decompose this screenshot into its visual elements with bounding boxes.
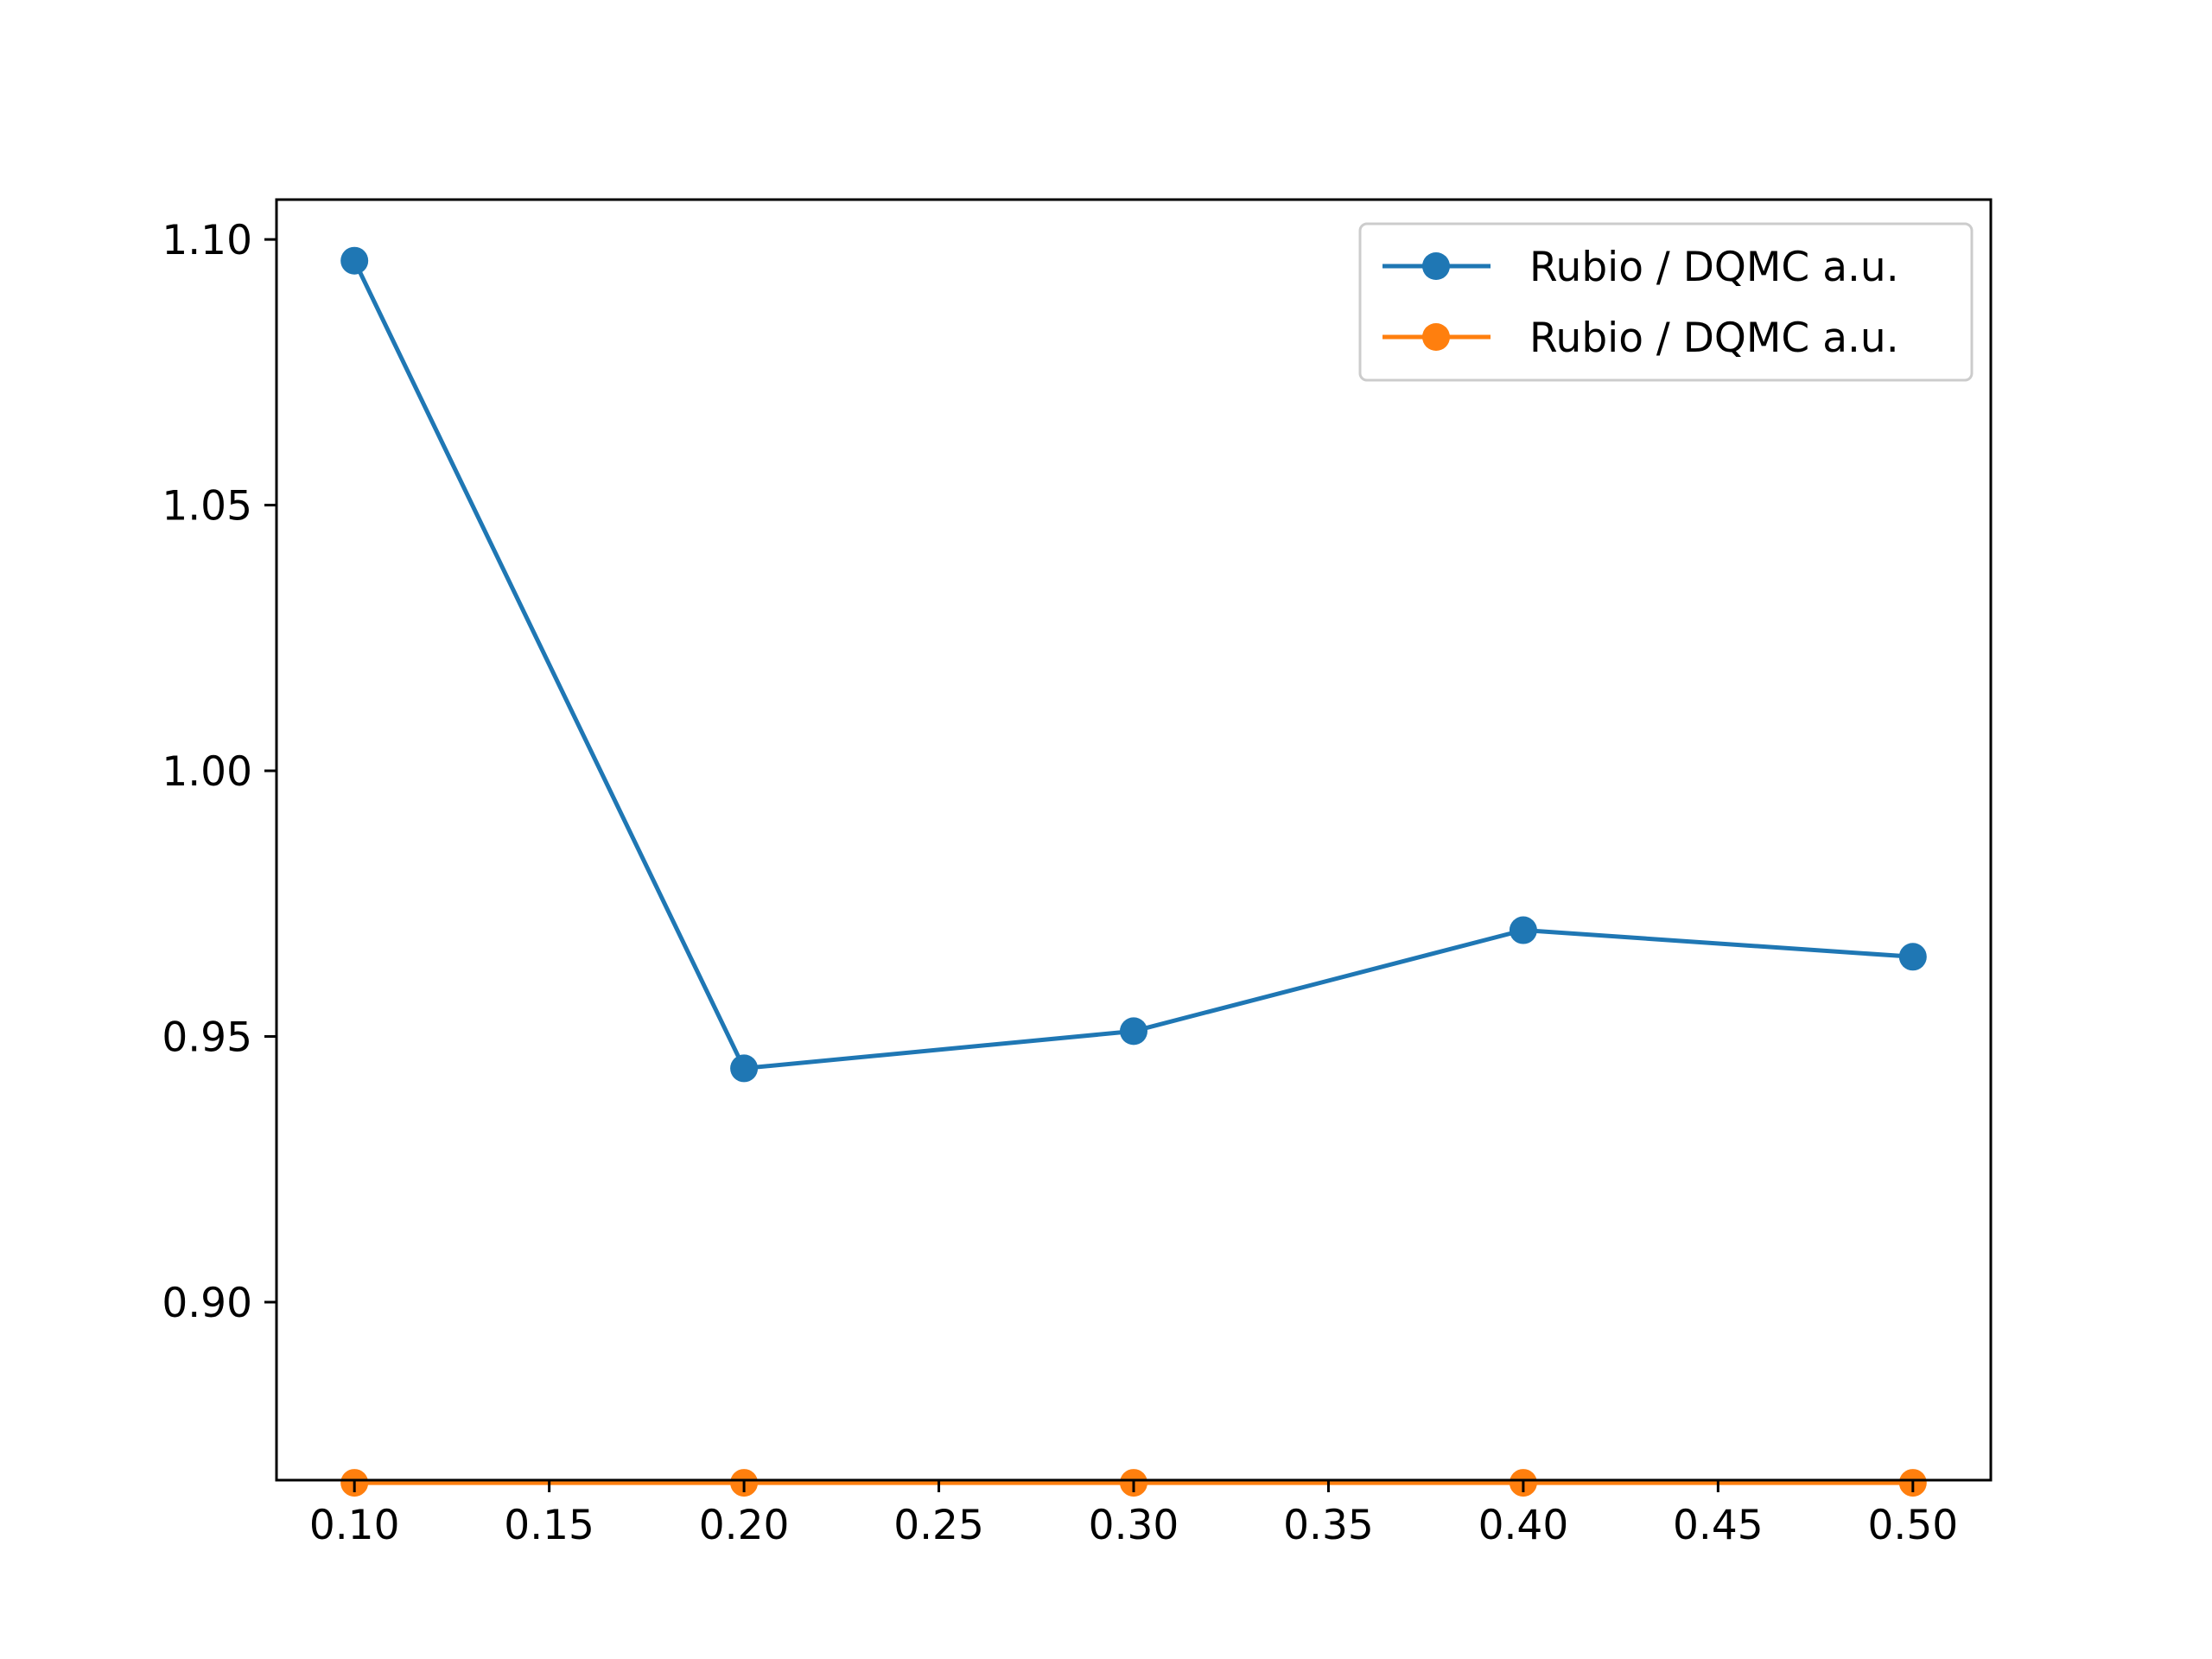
series-1-point xyxy=(1898,943,1927,971)
legend-swatch-marker xyxy=(1422,252,1450,280)
series-1-point xyxy=(1120,1017,1147,1046)
series-1-point xyxy=(730,1054,759,1083)
x-tick-label: 0.10 xyxy=(309,1502,400,1549)
series-1-point xyxy=(340,246,369,275)
legend-swatch-marker xyxy=(1422,323,1450,351)
x-tick-label: 0.50 xyxy=(1867,1502,1958,1549)
x-axis: 0.10 0.15 0.20 0.25 0.30 0.35 0.40 0.45 0.50 xyxy=(309,1480,1958,1549)
y-tick-label: 1.05 xyxy=(162,483,252,531)
legend-label: Rubio / DQMC a.u. xyxy=(1529,315,1899,362)
x-tick-label: 0.20 xyxy=(699,1502,790,1549)
x-tick-label: 0.25 xyxy=(893,1502,984,1549)
y-tick-label: 1.10 xyxy=(162,217,252,264)
legend: Rubio / DQMC a.u. Rubio / DQMC a.u. xyxy=(1358,222,1974,382)
x-tick-label: 0.30 xyxy=(1089,1502,1179,1549)
x-tick-label: 0.15 xyxy=(504,1502,594,1549)
legend-label: Rubio / DQMC a.u. xyxy=(1529,244,1899,291)
legend-box xyxy=(1358,222,1974,382)
series-1-point xyxy=(1509,916,1537,944)
y-tick-label: 0.90 xyxy=(162,1280,252,1327)
series-1 xyxy=(340,246,1927,1083)
y-tick-label: 0.95 xyxy=(162,1014,252,1062)
legend-item-1: Rubio / DQMC a.u. xyxy=(1382,244,1899,291)
x-tick-label: 0.35 xyxy=(1283,1502,1374,1549)
y-axis: 0.90 0.95 1.00 1.05 1.10 xyxy=(162,217,276,1327)
x-tick-label: 0.40 xyxy=(1478,1502,1569,1549)
x-tick-label: 0.45 xyxy=(1673,1502,1764,1549)
y-tick-label: 1.00 xyxy=(162,748,252,796)
legend-item-2: Rubio / DQMC a.u. xyxy=(1382,315,1899,362)
